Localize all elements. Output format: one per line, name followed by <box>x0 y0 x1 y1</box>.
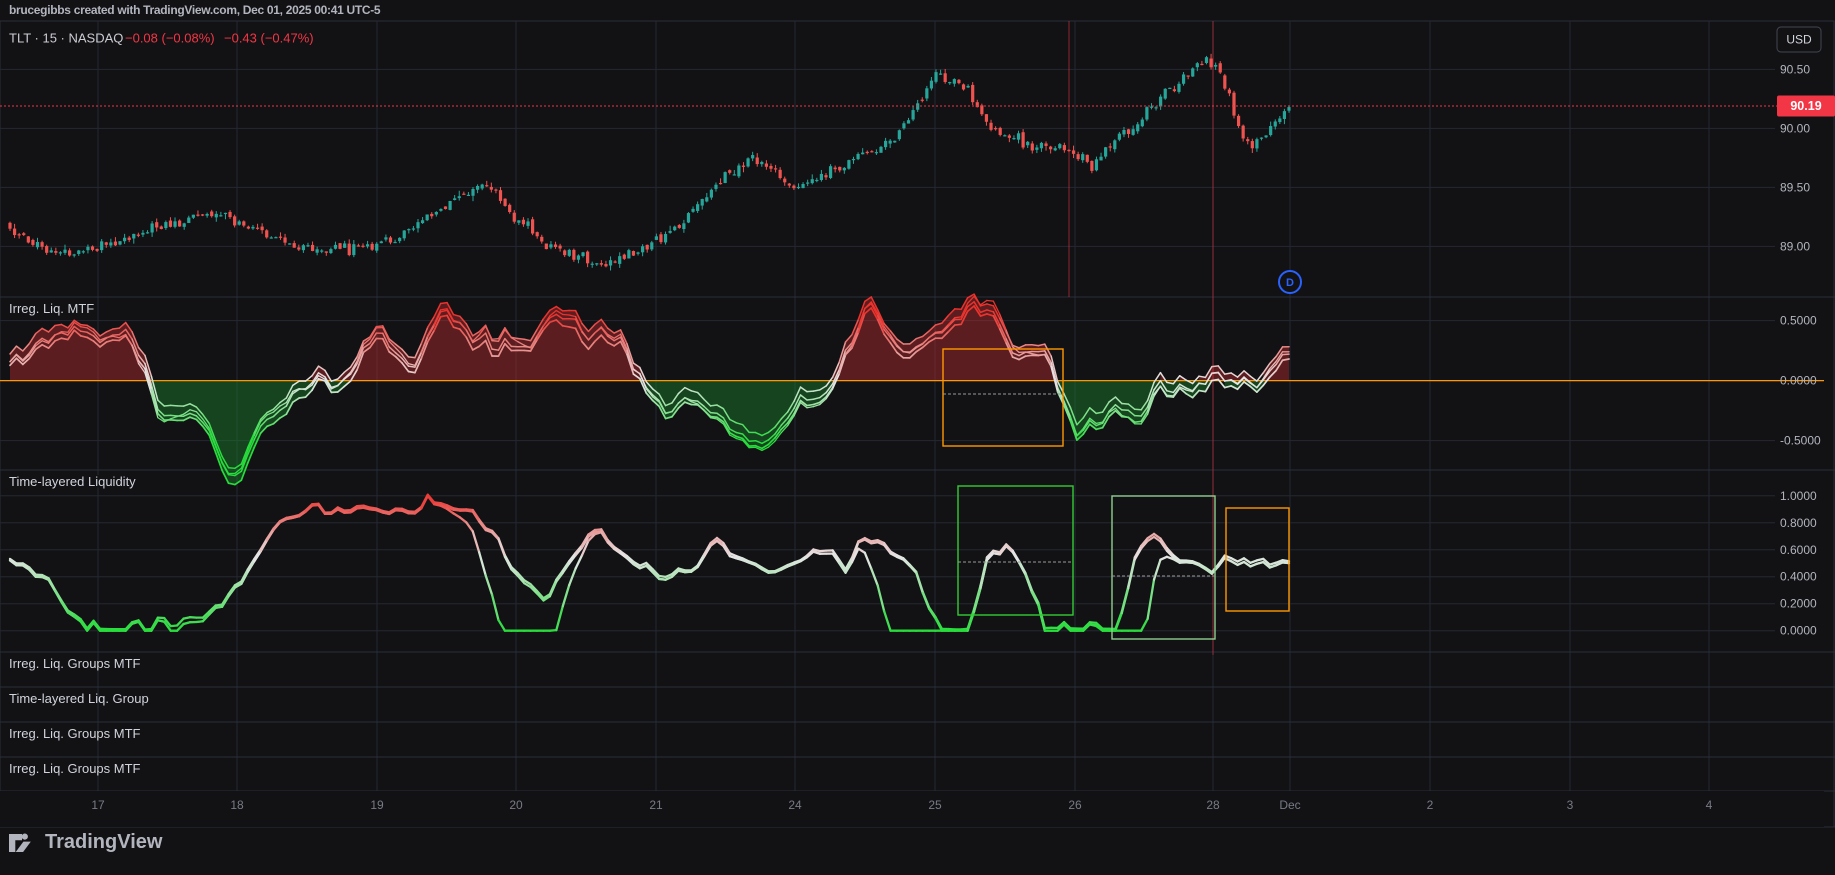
svg-text:90.50: 90.50 <box>1780 62 1810 76</box>
svg-text:0.4000: 0.4000 <box>1780 570 1817 584</box>
svg-text:19: 19 <box>370 798 384 812</box>
svg-text:90.19: 90.19 <box>1790 99 1821 113</box>
svg-text:4: 4 <box>1706 798 1713 812</box>
svg-text:−0.08 (−0.08%): −0.08 (−0.08%) <box>125 31 215 46</box>
svg-text:Time-layered Liq. Group: Time-layered Liq. Group <box>9 691 149 706</box>
svg-text:TLT · 15 · NASDAQ: TLT · 15 · NASDAQ <box>9 31 123 46</box>
svg-text:Irreg. Liq. MTF: Irreg. Liq. MTF <box>9 301 94 316</box>
svg-text:Time-layered Liquidity: Time-layered Liquidity <box>9 474 136 489</box>
svg-text:3: 3 <box>1567 798 1574 812</box>
svg-text:0.5000: 0.5000 <box>1780 314 1817 328</box>
svg-text:0.0000: 0.0000 <box>1780 374 1817 388</box>
svg-text:brucegibbs created with Tradin: brucegibbs created with TradingView.com,… <box>9 3 381 17</box>
svg-text:18: 18 <box>230 798 244 812</box>
svg-text:0.0000: 0.0000 <box>1780 624 1817 638</box>
svg-text:0.8000: 0.8000 <box>1780 516 1817 530</box>
svg-text:1.0000: 1.0000 <box>1780 489 1817 503</box>
svg-text:89.50: 89.50 <box>1780 180 1810 194</box>
svg-text:24: 24 <box>788 798 802 812</box>
svg-text:Irreg. Liq. Groups MTF: Irreg. Liq. Groups MTF <box>9 761 141 776</box>
svg-text:-0.5000: -0.5000 <box>1780 434 1821 448</box>
svg-text:USD: USD <box>1786 33 1812 47</box>
svg-text:90.00: 90.00 <box>1780 121 1810 135</box>
svg-text:21: 21 <box>649 798 663 812</box>
svg-text:Dec: Dec <box>1279 798 1300 812</box>
svg-text:26: 26 <box>1068 798 1082 812</box>
svg-text:20: 20 <box>509 798 523 812</box>
svg-text:0.6000: 0.6000 <box>1780 543 1817 557</box>
svg-text:0.2000: 0.2000 <box>1780 597 1817 611</box>
svg-text:25: 25 <box>928 798 942 812</box>
svg-text:Irreg. Liq. Groups MTF: Irreg. Liq. Groups MTF <box>9 726 141 741</box>
svg-text:−0.43 (−0.47%): −0.43 (−0.47%) <box>224 31 314 46</box>
svg-text:D: D <box>1286 277 1294 289</box>
svg-text:89.00: 89.00 <box>1780 239 1810 253</box>
svg-text:17: 17 <box>91 798 105 812</box>
svg-text:28: 28 <box>1206 798 1220 812</box>
svg-text:Irreg. Liq. Groups MTF: Irreg. Liq. Groups MTF <box>9 656 141 671</box>
svg-text:2: 2 <box>1427 798 1434 812</box>
